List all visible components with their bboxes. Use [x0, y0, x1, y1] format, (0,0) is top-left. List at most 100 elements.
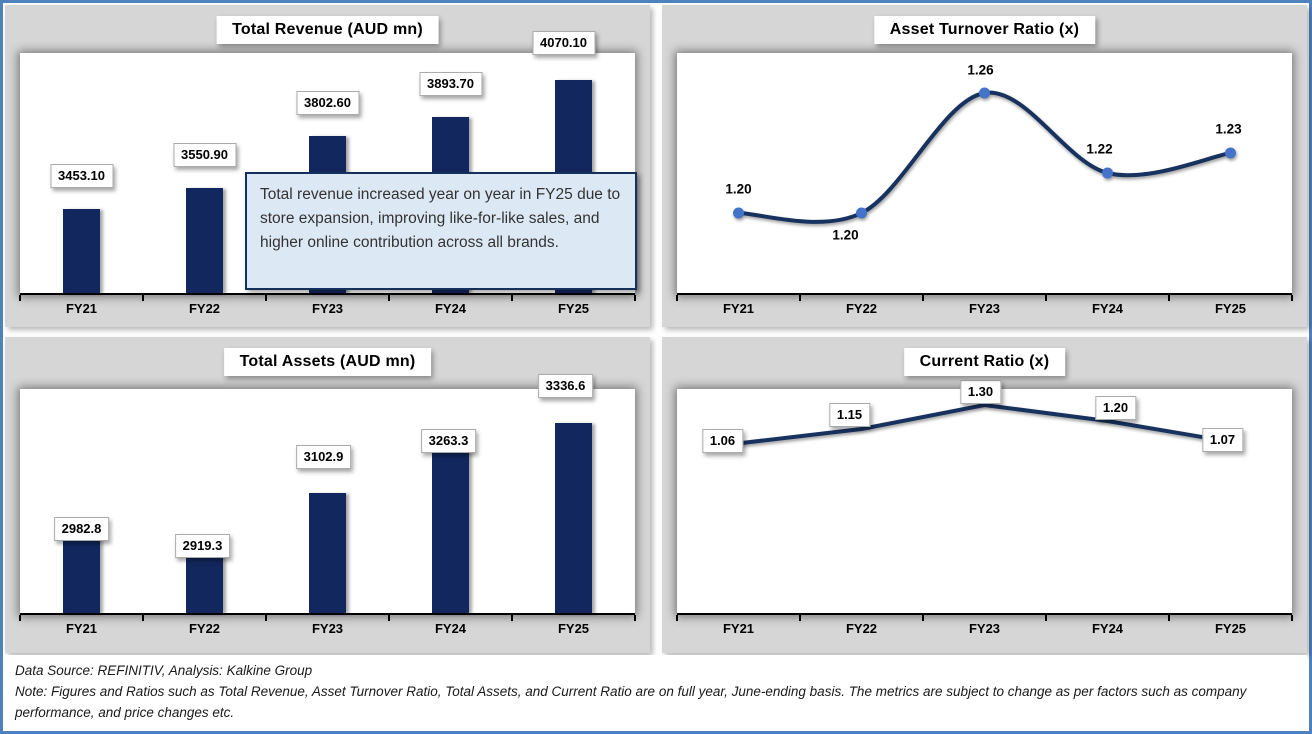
data-label-FY22: 3550.90	[173, 143, 236, 168]
axis-label-FY23: FY23	[968, 301, 1001, 316]
data-label-FY22: 2919.3	[174, 533, 231, 558]
total-revenue-x-axis: FY21 FY22 FY23 FY24 FY25	[20, 301, 635, 321]
data-label-FY25: 1.23	[1212, 121, 1245, 137]
axis-tick	[676, 615, 678, 621]
chart-title-total-assets: Total Assets (AUD mn)	[223, 348, 432, 376]
bar-FY25	[555, 422, 592, 613]
panel-total-assets: Total Assets (AUD mn) 2982.8 2919.3 3102.9…	[5, 337, 650, 653]
chart-title-current-ratio: Current Ratio (x)	[903, 348, 1066, 376]
axis-label-FY24: FY24	[1091, 621, 1124, 636]
total-assets-x-axis: FY21 FY22 FY23 FY24 FY25	[20, 621, 635, 641]
data-point-FY25	[1225, 147, 1236, 159]
axis-label-FY22: FY22	[845, 301, 878, 316]
axis-label-FY21: FY21	[722, 301, 755, 316]
bar-FY21	[63, 208, 100, 293]
label-callout-tail	[200, 167, 216, 185]
axis-label-FY22: FY22	[188, 621, 221, 636]
axis-label-FY25: FY25	[557, 301, 590, 316]
data-label-FY21: 1.20	[722, 181, 755, 197]
data-label-FY23: 1.30	[959, 380, 1002, 404]
label-callout-tail	[77, 187, 93, 205]
axis-tick	[265, 615, 267, 621]
axis-label-FY24: FY24	[1091, 301, 1124, 316]
asset-turnover-plot-area: 1.20 1.20 1.26 1.22 1.23	[676, 53, 1293, 301]
panel-asset-turnover: Asset Turnover Ratio (x) 1.20 1.20 1.26 1.2…	[662, 5, 1307, 327]
asset_turnover-line-svg	[733, 87, 1236, 224]
axis-label-FY24: FY24	[434, 301, 467, 316]
axis-tick	[1168, 615, 1170, 621]
chart-title-total-revenue: Total Revenue (AUD mn)	[216, 16, 439, 44]
total-assets-plot-area: 2982.8 2919.3 3102.9 3263.3 3336.6	[19, 373, 636, 621]
data-point-FY23	[979, 87, 990, 99]
current-ratio-x-axis: FY21 FY22 FY23 FY24 FY25	[677, 621, 1292, 641]
axis-label-FY21: FY21	[65, 301, 98, 316]
axis-tick	[388, 615, 390, 621]
data-point-FY24	[1102, 167, 1113, 179]
axis-label-FY23: FY23	[968, 621, 1001, 636]
axis-tick	[922, 295, 924, 301]
axis-tick	[676, 295, 678, 301]
label-callout-tail	[323, 114, 339, 132]
axis-tick	[634, 615, 636, 621]
axis-label-FY21: FY21	[722, 621, 755, 636]
panel-total-revenue: Total Revenue (AUD mn) 3453.10 3550.90 380…	[5, 5, 650, 327]
axis-label-FY22: FY22	[188, 301, 221, 316]
axis-label-FY23: FY23	[311, 621, 344, 636]
data-label-FY23: 3802.60	[296, 90, 359, 115]
asset-turnover-x-axis: FY21 FY22 FY23 FY24 FY25	[677, 301, 1292, 321]
axis-tick	[1291, 615, 1293, 621]
axis-tick	[1168, 295, 1170, 301]
current_ratio-line-svg	[736, 402, 1233, 446]
label-callout-tail	[561, 397, 577, 415]
data-label-FY21: 3453.10	[50, 163, 113, 188]
axis-tick	[1045, 295, 1047, 301]
data-label-FY21: 1.06	[701, 429, 744, 454]
current-ratio-plot-area: 1.06 1.15 1.30 1.20 1.07	[676, 380, 1293, 621]
label-callout-tail	[319, 468, 335, 486]
current_ratio-line-path	[736, 402, 1233, 446]
axis-tick	[511, 615, 513, 621]
axis-label-FY25: FY25	[1214, 301, 1247, 316]
axis-tick	[388, 295, 390, 301]
data-point-FY21	[733, 207, 744, 219]
data-label-FY24: 1.20	[1094, 396, 1137, 420]
data-label-FY25: 3336.6	[537, 373, 594, 398]
data-label-FY24: 3263.3	[420, 428, 477, 453]
bar-FY22	[186, 188, 223, 293]
axis-tick	[922, 615, 924, 621]
data-source-line: Data Source: REFINITIV, Analysis: Kalkin…	[15, 663, 313, 678]
axis-tick	[1291, 295, 1293, 301]
bar-FY21	[63, 528, 100, 613]
revenue-annotation-callout: Total revenue increased year on year in …	[245, 172, 637, 290]
data-label-FY23: 1.26	[964, 62, 997, 78]
axis-tick	[142, 295, 144, 301]
axis-label-FY21: FY21	[65, 621, 98, 636]
data-label-FY22: 1.15	[828, 403, 871, 427]
axis-tick	[19, 295, 21, 301]
footer-notes: Data Source: REFINITIV, Analysis: Kalkin…	[5, 655, 1307, 729]
bar-FY22	[186, 547, 223, 613]
axis-tick	[511, 295, 513, 301]
label-callout-tail	[559, 55, 575, 73]
chart-title-asset-turnover: Asset Turnover Ratio (x)	[873, 16, 1096, 44]
axis-tick	[19, 615, 21, 621]
bar-FY24	[432, 444, 469, 613]
data-label-FY24: 1.22	[1083, 141, 1116, 157]
axis-label-FY22: FY22	[845, 621, 878, 636]
data-label-FY24: 3893.70	[419, 71, 482, 96]
axis-tick	[1045, 615, 1047, 621]
data-point-FY22	[856, 207, 867, 219]
axis-tick	[799, 295, 801, 301]
data-label-FY22: 1.20	[829, 227, 862, 243]
label-callout-tail	[446, 95, 462, 113]
data-label-FY25: 1.07	[1201, 427, 1244, 452]
axis-tick	[265, 295, 267, 301]
axis-tick	[634, 295, 636, 301]
axis-tick	[142, 615, 144, 621]
data-label-FY21: 2982.8	[53, 516, 110, 541]
axis-label-FY25: FY25	[557, 621, 590, 636]
axis-label-FY25: FY25	[1214, 621, 1247, 636]
data-label-FY23: 3102.9	[295, 444, 352, 469]
axis-tick	[799, 615, 801, 621]
